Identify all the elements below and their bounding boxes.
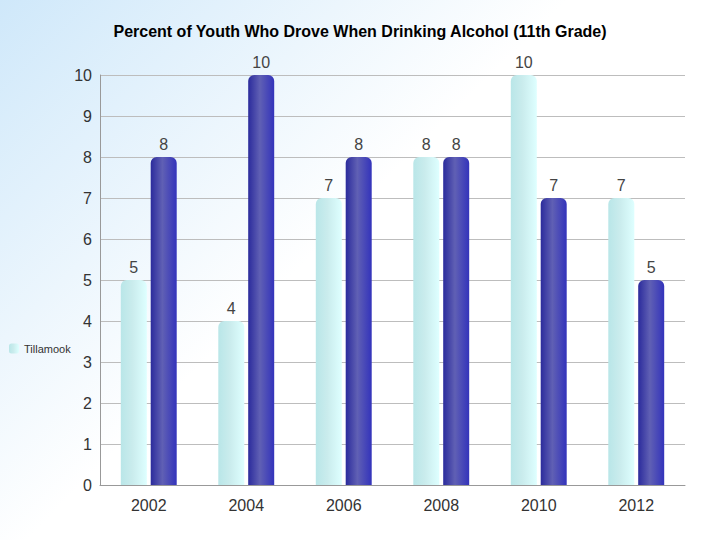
svg-text:7: 7 <box>324 177 333 194</box>
svg-text:2004: 2004 <box>228 497 264 514</box>
svg-text:2008: 2008 <box>423 497 459 514</box>
svg-text:8: 8 <box>422 136 431 153</box>
svg-text:4: 4 <box>83 313 92 330</box>
svg-text:5: 5 <box>129 259 138 276</box>
svg-text:10: 10 <box>515 54 533 71</box>
svg-text:7: 7 <box>83 190 92 207</box>
svg-text:2006: 2006 <box>326 497 362 514</box>
svg-text:5: 5 <box>647 259 656 276</box>
svg-text:2012: 2012 <box>618 497 654 514</box>
svg-text:8: 8 <box>452 136 461 153</box>
svg-text:7: 7 <box>617 177 626 194</box>
svg-text:2002: 2002 <box>131 497 167 514</box>
svg-text:7: 7 <box>549 177 558 194</box>
svg-text:2010: 2010 <box>521 497 557 514</box>
svg-text:Percent of Youth Who Drove Whe: Percent of Youth Who Drove When Drinking… <box>113 23 606 40</box>
svg-text:10: 10 <box>252 54 270 71</box>
svg-text:9: 9 <box>83 108 92 125</box>
svg-text:4: 4 <box>227 300 236 317</box>
svg-text:2: 2 <box>83 395 92 412</box>
svg-text:10: 10 <box>74 67 92 84</box>
svg-text:0: 0 <box>83 477 92 494</box>
svg-text:1: 1 <box>83 436 92 453</box>
svg-text:8: 8 <box>159 136 168 153</box>
svg-text:5: 5 <box>83 272 92 289</box>
svg-text:8: 8 <box>354 136 363 153</box>
svg-text:3: 3 <box>83 354 92 371</box>
svg-text:6: 6 <box>83 231 92 248</box>
svg-text:Tillamook: Tillamook <box>24 343 71 355</box>
svg-text:8: 8 <box>83 149 92 166</box>
